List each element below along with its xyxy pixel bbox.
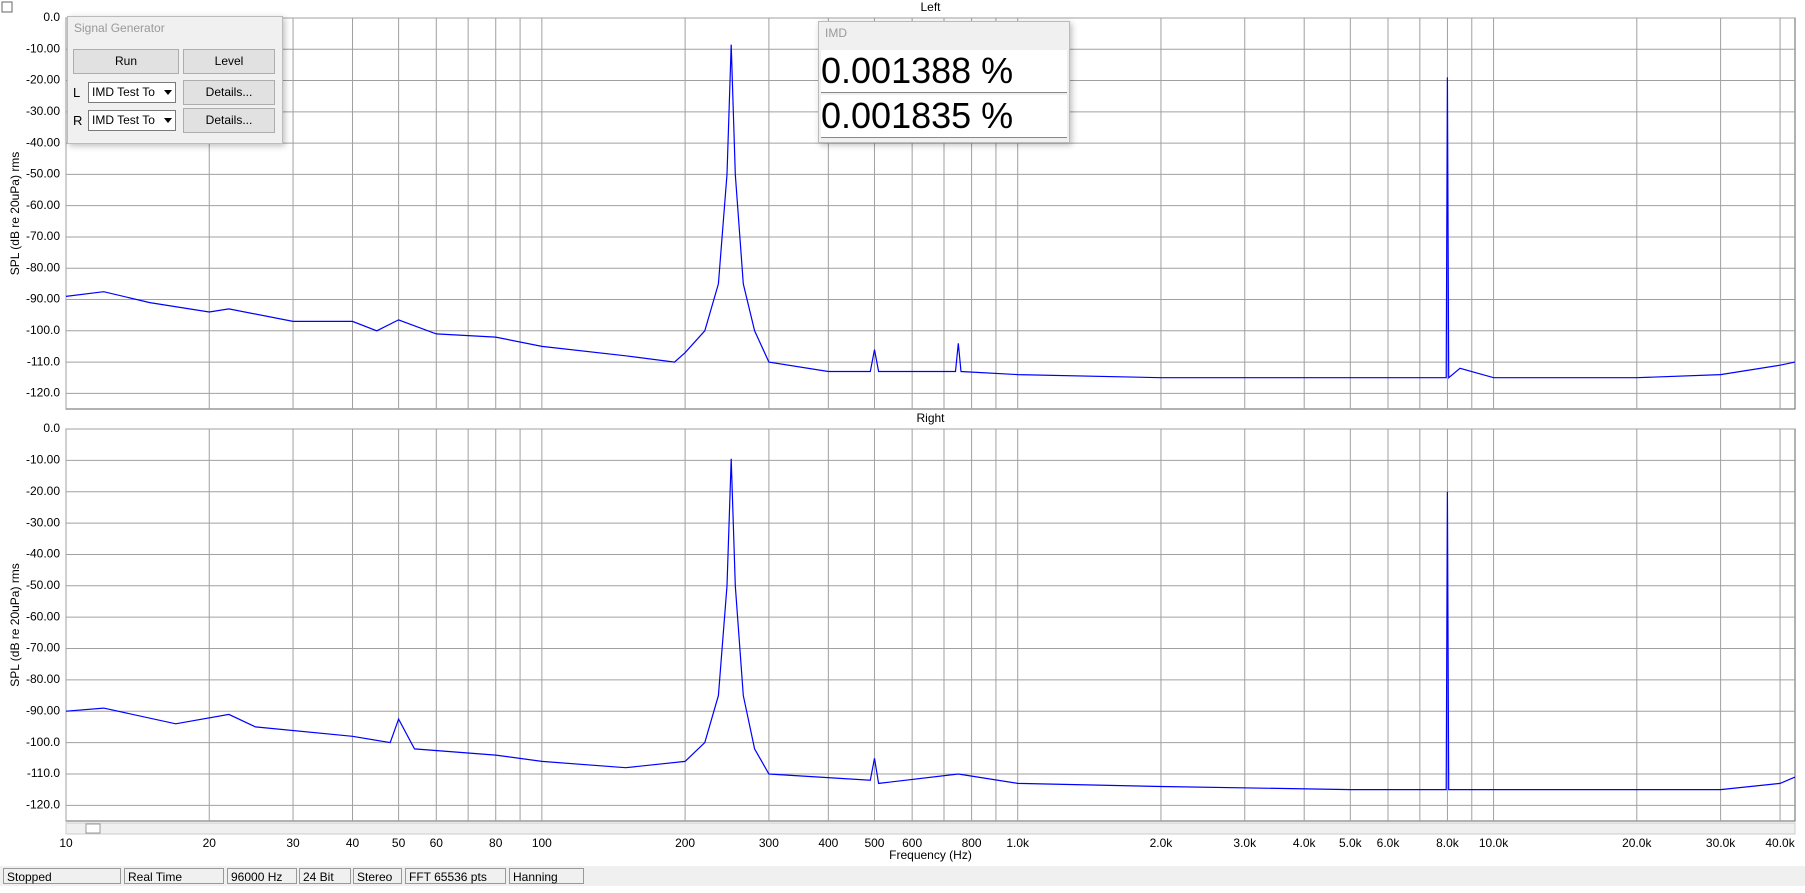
spectrum-line [65,458,1796,791]
x-tick-label: 100 [532,836,552,850]
x-tick-label: 400 [818,836,838,850]
signal-dropdown[interactable]: IMD Test To [88,110,176,131]
collapse-box[interactable] [1,1,13,13]
y-tick-label: -90.00 [26,292,60,306]
x-tick-label: 2.0k [1150,836,1174,850]
y-tick-label: -120.0 [26,797,60,811]
x-tick-label: 40 [346,836,360,850]
y-tick-label: -110.0 [27,354,60,368]
x-tick-label: 600 [902,836,922,850]
y-tick-label: -60.00 [26,609,60,623]
x-tick-label: 4.0k [1293,836,1317,850]
y-tick-label: -90.00 [26,703,60,717]
y-tick-label: -60.00 [26,198,60,212]
status-bar: Stopped Real Time 96000 Hz 24 Bit Stereo FFT … [0,866,1805,886]
x-tick-label: 50 [392,836,406,850]
status-field: 24 Bit [299,868,351,884]
scrollbar[interactable] [65,822,1796,835]
x-tick-label: 1.0k [1006,836,1030,850]
x-tick-label: 80 [489,836,503,850]
x-tick-label: 20 [203,836,217,850]
run-button[interactable]: Run [73,49,179,74]
x-tick-label: 500 [864,836,884,850]
y-tick-label: -30.00 [26,515,60,529]
plot-area [65,428,1796,822]
y-tick-label: -80.00 [26,672,60,686]
status-field: Stereo [353,868,402,884]
x-tick-label: 10.0k [1479,836,1509,850]
y-tick-label: -120.0 [26,386,60,400]
x-tick-label: 40.0k [1765,836,1795,850]
y-tick-label: -50.00 [26,578,60,592]
status-field: Stopped [3,868,121,884]
x-tick-label: 800 [962,836,982,850]
y-axis-label: SPL (dB re 20uPa) rms [8,152,22,276]
scroll-thumb[interactable] [85,823,101,834]
spectrum-line [65,44,1796,379]
y-tick-label: -100.0 [26,735,60,749]
window-title: Signal Generator [74,21,165,35]
imd-left-value: 0.001388 % [821,50,1067,93]
status-field: Hanning [509,868,584,884]
chart-title: Right [916,411,945,425]
y-tick-label: -30.00 [26,104,60,118]
channel-label: R [73,113,83,128]
x-tick-label: 30.0k [1706,836,1736,850]
x-tick-label: 200 [675,836,695,850]
x-tick-label: 6.0k [1377,836,1401,850]
status-field: FFT 65536 pts [405,868,506,884]
signal-dropdown[interactable]: IMD Test To [88,82,176,103]
y-tick-label: -10.00 [26,41,60,55]
x-tick-label: 300 [759,836,779,850]
status-field: Real Time [124,868,224,884]
imd-right-value: 0.001835 % [821,95,1067,138]
y-tick-label: -50.00 [26,167,60,181]
y-tick-label: -20.00 [26,484,60,498]
y-tick-label: -100.0 [26,323,60,337]
x-tick-label: 30 [286,836,300,850]
y-tick-label: -70.00 [26,229,60,243]
x-tick-label: 8.0k [1436,836,1460,850]
y-tick-label: -10.00 [26,453,60,467]
y-tick-label: -40.00 [26,135,60,149]
chart-title: Left [920,0,941,14]
y-tick-label: 0.0 [43,421,60,435]
y-tick-label: -80.00 [26,260,60,274]
details-button[interactable]: Details... [183,108,275,133]
x-tick-label: 60 [430,836,444,850]
x-axis-label: Frequency (Hz) [889,848,972,862]
window-title: IMD [825,26,847,40]
details-button[interactable]: Details... [183,80,275,105]
signal-generator-window: Signal Generator Run Level L IMD Test To… [67,16,283,144]
x-tick-label: 20.0k [1622,836,1652,850]
y-tick-label: -110.0 [27,766,60,780]
y-tick-label: -20.00 [26,73,60,87]
x-tick-label: 3.0k [1233,836,1257,850]
y-tick-label: -70.00 [26,641,60,655]
x-tick-label: 5.0k [1339,836,1363,850]
y-tick-label: 0.0 [43,10,60,24]
level-button[interactable]: Level [183,49,275,74]
x-tick-label: 10 [59,836,73,850]
status-field: 96000 Hz [227,868,297,884]
y-axis-label: SPL (dB re 20uPa) rms [8,563,22,687]
channel-label: L [73,85,81,100]
imd-window: IMD 0.001388 % 0.001835 % [818,21,1070,143]
y-tick-label: -40.00 [26,547,60,561]
